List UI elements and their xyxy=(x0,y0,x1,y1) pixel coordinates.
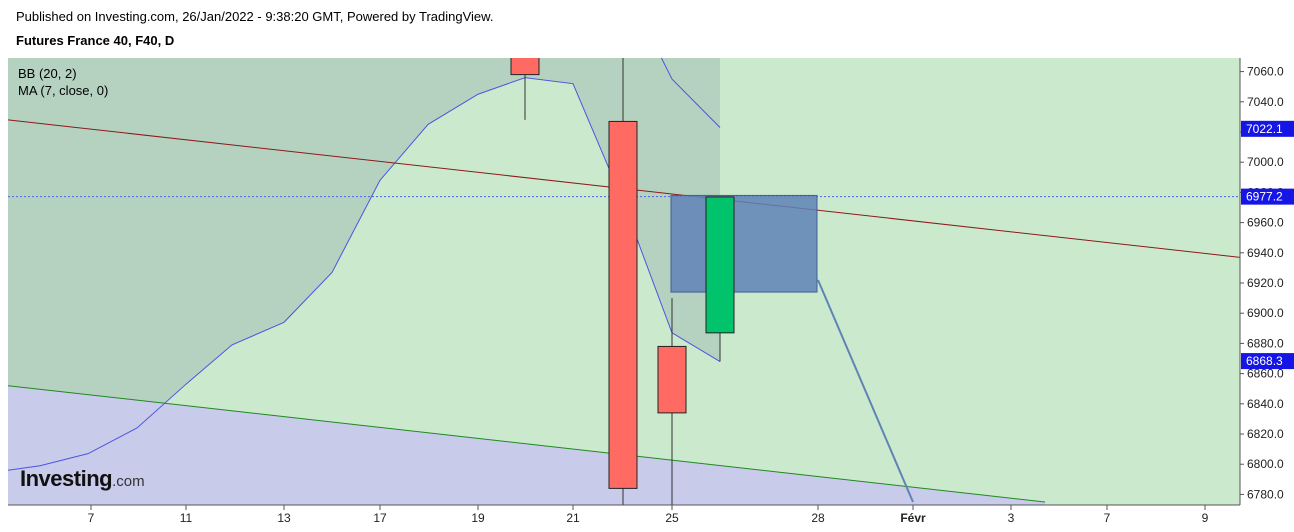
x-tick-label: 25 xyxy=(665,511,679,525)
y-tick-label: 7000.0 xyxy=(1247,155,1284,169)
x-tick-label: 17 xyxy=(373,511,387,525)
price-tag-label: 6977.2 xyxy=(1246,190,1283,204)
y-tick-label: 6800.0 xyxy=(1247,457,1284,471)
bb-upper-shade xyxy=(8,58,720,471)
y-tick-label: 7060.0 xyxy=(1247,65,1284,79)
projection-box xyxy=(670,194,818,293)
y-tick-label: 6940.0 xyxy=(1247,246,1284,260)
y-tick-label: 6860.0 xyxy=(1247,367,1284,381)
moving-average-legend[interactable]: MA (7, close, 0) xyxy=(18,83,109,98)
published-caption: Published on Investing.com, 26/Jan/2022 … xyxy=(16,9,494,24)
x-tick-label: 28 xyxy=(811,511,825,525)
x-tick-label: 19 xyxy=(471,511,485,525)
investing-logo: Investing.com xyxy=(20,466,145,492)
logo-suffix: .com xyxy=(112,473,145,490)
x-tick-label: 7 xyxy=(88,511,95,525)
y-tick-label: 6920.0 xyxy=(1247,276,1284,290)
y-tick-label: 7040.0 xyxy=(1247,95,1284,109)
price-tag xyxy=(1241,120,1294,137)
y-tick-label: 6960.0 xyxy=(1247,216,1284,230)
price-tag-label: 6868.3 xyxy=(1246,354,1283,368)
price-tag xyxy=(1241,188,1294,205)
candle-body xyxy=(608,120,638,489)
x-tick-label: 9 xyxy=(1202,511,1209,525)
y-tick-label: 6780.0 xyxy=(1247,487,1284,501)
x-tick-label: 13 xyxy=(277,511,291,525)
y-tick-label: 6880.0 xyxy=(1247,336,1284,350)
projection-line xyxy=(817,279,914,503)
plot-area xyxy=(8,58,1240,505)
bollinger-upper-line xyxy=(660,58,721,128)
logo-main: Investing xyxy=(20,466,113,491)
symbol-title: Futures France 40, F40, D xyxy=(16,33,175,48)
y-tick-label: 6900.0 xyxy=(1247,306,1284,320)
candle-body xyxy=(657,345,687,414)
x-tick-label: 21 xyxy=(566,511,580,525)
x-tick-label: 7 xyxy=(1104,511,1111,525)
x-tick-label: Févr xyxy=(900,511,926,525)
lower-trendline xyxy=(8,385,1046,503)
x-tick-label: 11 xyxy=(180,511,193,525)
candle-body xyxy=(510,58,540,76)
lower-channel-fill xyxy=(8,385,1045,505)
candle-body xyxy=(705,196,735,334)
price-tag xyxy=(1241,353,1294,370)
bollinger-middle-line xyxy=(8,77,721,471)
bollinger-legend[interactable]: BB (20, 2) xyxy=(18,66,77,81)
price-tag-label: 7022.1 xyxy=(1246,122,1283,136)
x-tick-label: 3 xyxy=(1008,511,1015,525)
y-tick-label: 6840.0 xyxy=(1247,397,1284,411)
y-tick-label: 6820.0 xyxy=(1247,427,1284,441)
